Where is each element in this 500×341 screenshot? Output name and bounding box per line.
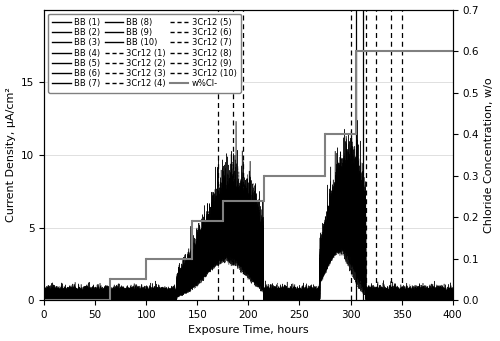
Y-axis label: Chloride Concentration, w/o: Chloride Concentration, w/o (484, 77, 494, 233)
Y-axis label: Current Density, μA/cm²: Current Density, μA/cm² (6, 87, 16, 222)
X-axis label: Exposure Time, hours: Exposure Time, hours (188, 325, 308, 336)
Legend: BB (1), BB (2), BB (3), BB (4), BB (5), BB (6), BB (7), BB (8), BB (9), BB (10),: BB (1), BB (2), BB (3), BB (4), BB (5), … (48, 14, 241, 92)
